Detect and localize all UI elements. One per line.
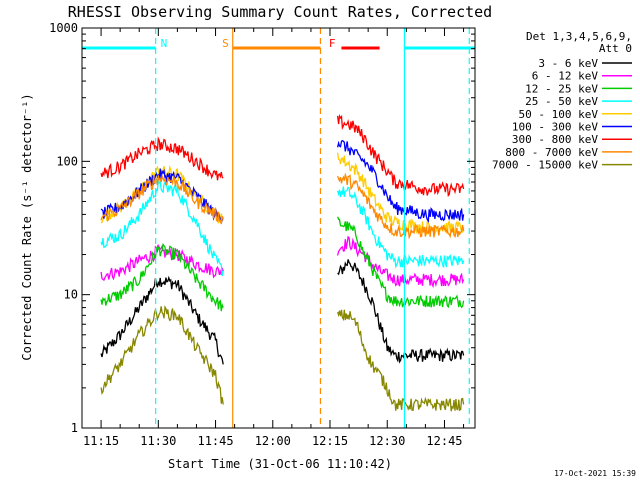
series-line [336,309,465,412]
legend-entry-label: 50 - 100 keV [519,108,599,121]
series-line [336,216,465,309]
series-line [100,178,224,276]
x-axis-label: Start Time (31-Oct-06 11:10:42) [168,457,392,471]
series-3 [100,178,465,276]
legend-entry-label: 100 - 300 keV [512,121,598,134]
flag-label: N [161,37,168,50]
series-1 [100,235,465,289]
series-line [100,275,224,365]
series-line [336,139,465,224]
timestamp: 17-Oct-2021 15:39 [554,469,636,478]
series-line [100,168,224,224]
legend-entry-label: 25 - 50 keV [525,95,598,108]
series-line [100,243,224,282]
series-line [336,235,465,289]
series-8 [100,305,465,412]
legend-entry-label: 12 - 25 keV [525,82,598,95]
series-0 [100,259,465,365]
chart-title: RHESSI Observing Summary Count Rates, Co… [68,3,492,21]
x-tick-label: 11:45 [197,434,233,448]
series-2 [100,216,465,312]
y-tick-label: 1 [71,421,78,435]
series-line [100,174,224,225]
series-line [336,113,465,198]
series-5 [100,139,465,224]
axes-frame [81,27,476,429]
legend-entry-label: 6 - 12 keV [532,70,599,83]
plot-area: N S F 1 10 100 1000 11:15 11:30 11:45 12:00 12:15 12… [49,21,476,448]
flag-label: F [329,37,336,50]
legend-header-line: Att 0 [599,42,632,55]
y-tick-label: 1000 [49,21,78,35]
legend-entry-label: 800 - 7000 keV [505,146,598,159]
legend-entry-label: 3 - 6 keV [538,57,598,70]
x-tick-label: 12:30 [369,434,405,448]
x-tick-label: 11:15 [83,434,119,448]
x-tick-label: 11:30 [140,434,176,448]
y-tick-label: 10 [64,288,78,302]
series-6 [100,113,465,198]
series-line [336,152,465,237]
series-line [100,136,224,181]
x-tick-label: 12:15 [312,434,348,448]
flag-label: S [222,37,229,50]
series-line [337,259,465,364]
legend-header-line: Det 1,3,4,5,6,9, [526,30,632,43]
y-tick-label: 100 [56,154,78,168]
x-tick-label: 12:00 [255,434,291,448]
series-line [336,172,465,240]
series-line [336,186,465,269]
legend-entry-label: 7000 - 15000 keV [492,159,598,172]
legend-entry-label: 300 - 800 keV [512,133,598,146]
y-axis-label: Corrected Count Rate (s⁻¹ detector⁻¹) [20,93,34,360]
x-tick-label: 12:45 [426,434,462,448]
series-7 [100,172,465,240]
series-line [100,305,224,405]
series-line [100,242,224,312]
